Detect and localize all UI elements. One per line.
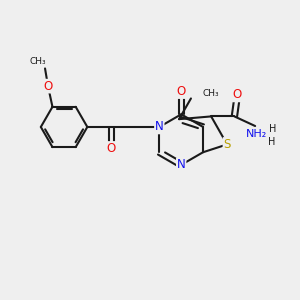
Text: CH₃: CH₃ xyxy=(29,57,46,66)
Text: O: O xyxy=(177,85,186,98)
Text: N: N xyxy=(155,121,164,134)
Text: O: O xyxy=(44,80,52,93)
Text: S: S xyxy=(224,138,231,151)
Text: O: O xyxy=(107,142,116,155)
Text: N: N xyxy=(177,158,186,171)
Text: NH₂: NH₂ xyxy=(246,129,267,139)
Text: H: H xyxy=(269,124,277,134)
Text: H: H xyxy=(268,137,275,147)
Text: O: O xyxy=(233,88,242,101)
Text: CH₃: CH₃ xyxy=(202,88,219,98)
